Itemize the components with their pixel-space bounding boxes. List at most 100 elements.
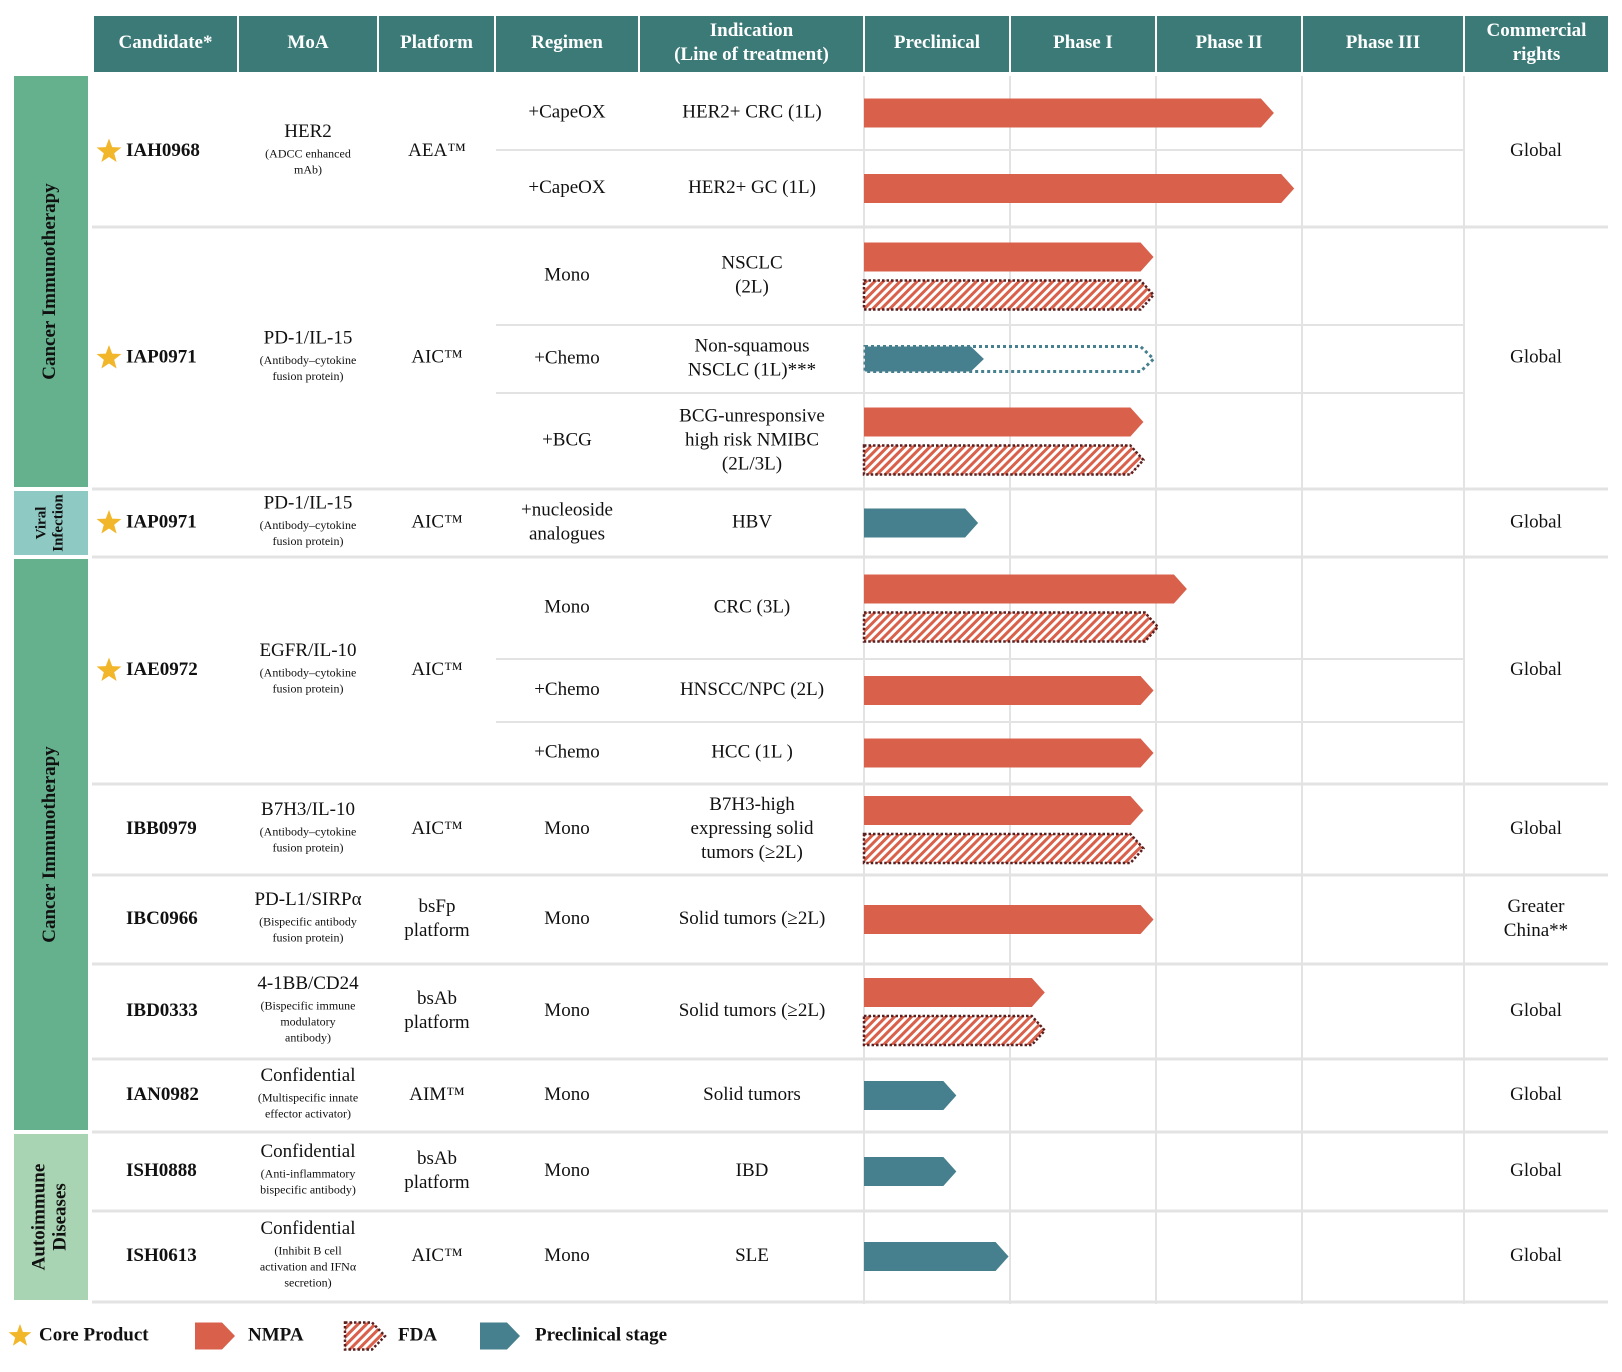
nmpa-bar [864,676,1154,705]
area-label-group: ViralInfection [34,494,67,552]
area-band [14,491,88,555]
platform-label: bsAb [417,1148,457,1169]
platform-label: bsFp [419,896,456,917]
header-label: Platform [400,32,473,53]
preclinical-bar [865,346,984,372]
moa-target: PD-L1/SIRPα [254,889,361,910]
indication-label: NSCLC (1L)*** [688,359,816,380]
candidate-name: IBC0966 [126,908,198,929]
area-label: Cancer Immunotherapy [39,746,60,943]
area-label-group: Cancer Immunotherapy [39,183,60,380]
platform-label: platform [404,1012,470,1033]
moa-description: modulatory [280,1014,335,1028]
header-cell [496,16,638,72]
regimen-label: Mono [544,264,589,285]
moa-description: fusion protein) [273,930,344,944]
moa-description: fusion protein) [273,681,344,695]
legend-nmpa-swatch [195,1322,235,1350]
nmpa-bar [864,738,1154,768]
moa-target: EGFR/IL-10 [259,640,356,661]
fda-bar [862,611,1160,643]
moa-description: (Bispecific antibody [259,914,357,928]
moa-target: Confidential [261,1065,356,1086]
moa-description: bispecific antibody) [260,1182,356,1196]
moa-description: fusion protein) [273,534,344,548]
platform-label: AIC™ [411,1245,462,1266]
regimen-label: +CapeOX [528,101,605,122]
indication-label: SLE [735,1245,769,1266]
core-product-star-icon [96,138,122,162]
regimen-label: +nucleoside [521,499,613,520]
indication-label: Non-squamous [694,335,809,356]
regimen-label: Mono [544,596,589,617]
candidate-name: IAN0982 [126,1084,199,1105]
nmpa-bar [864,98,1274,128]
commercial-rights: Global [1510,346,1562,367]
moa-target: 4-1BB/CD24 [257,973,359,994]
nmpa-bar [864,174,1295,203]
area-band [14,559,88,1130]
candidate-name: IAP0971 [126,511,197,532]
header-label: MoA [287,32,328,53]
moa-description: (Antibody–cytokine [260,353,357,367]
header-label: Preclinical [894,32,980,53]
candidate-name: IBB0979 [126,818,197,839]
preclinical-bar [864,1242,1009,1271]
commercial-rights: Global [1510,659,1562,680]
candidate-name: ISH0613 [126,1245,197,1266]
fda-bar [862,1014,1047,1047]
indication-label: B7H3-high [709,794,795,815]
platform-label: AIC™ [411,818,462,839]
legend-label: NMPA [248,1324,304,1345]
moa-description: (Anti-inflammatory [261,1166,356,1180]
header-cell [865,16,1009,72]
moa-description: activation and IFNα [260,1259,357,1273]
moa-description: (Antibody–cytokine [260,665,357,679]
legend-fda-swatch [343,1321,387,1351]
platform-label: AIM™ [409,1084,465,1105]
header-cell [1465,16,1608,72]
regimen-label: Mono [544,818,589,839]
nmpa-bar [864,796,1144,825]
moa-description: (Multispecific innate [258,1090,358,1104]
header-cell [239,16,377,72]
platform-label: AIC™ [411,346,462,367]
nmpa-bar [864,407,1144,437]
moa-target: Confidential [261,1141,356,1162]
platform-label: AIC™ [411,511,462,532]
core-product-star-icon [96,657,122,681]
commercial-rights: Global [1510,1000,1562,1021]
regimen-label: +Chemo [534,679,600,700]
indication-label: NSCLC [721,252,782,273]
core-product-star-icon [96,345,122,369]
regimen-label: +BCG [542,429,592,450]
legend-star-icon [8,1324,32,1346]
indication-label: (2L/3L) [722,453,782,474]
legend-label: Core Product [39,1324,149,1345]
moa-description: (Antibody–cytokine [260,518,357,532]
header-label: Phase III [1346,32,1420,53]
platform-label: platform [404,920,470,941]
moa-description: fusion protein) [273,840,344,854]
indication-label: HBV [732,511,772,532]
regimen-label: +CapeOX [528,177,605,198]
regimen-label: Mono [544,1084,589,1105]
header-label: Indication (Line of treatment) [674,20,829,65]
indication-label: HCC (1L ) [711,741,793,762]
commercial-rights: Global [1510,818,1562,839]
preclinical-bar [864,1081,957,1110]
indication-label: Solid tumors (≥2L) [679,908,826,929]
candidate-name: IBD0333 [126,1000,198,1021]
area-band [14,1134,88,1300]
legend-label: Preclinical stage [535,1324,667,1345]
indication-label: IBD [736,1160,769,1181]
core-product-star-icon [96,510,122,534]
nmpa-bar [864,905,1154,934]
header-label: Regimen [531,32,603,53]
indication-label: BCG-unresponsive [679,405,825,426]
area-label: AutoimmuneDiseases [29,1164,71,1271]
nmpa-bar [864,978,1045,1007]
moa-description: fusion protein) [273,369,344,383]
moa-target: PD-1/IL-15 [264,327,353,348]
